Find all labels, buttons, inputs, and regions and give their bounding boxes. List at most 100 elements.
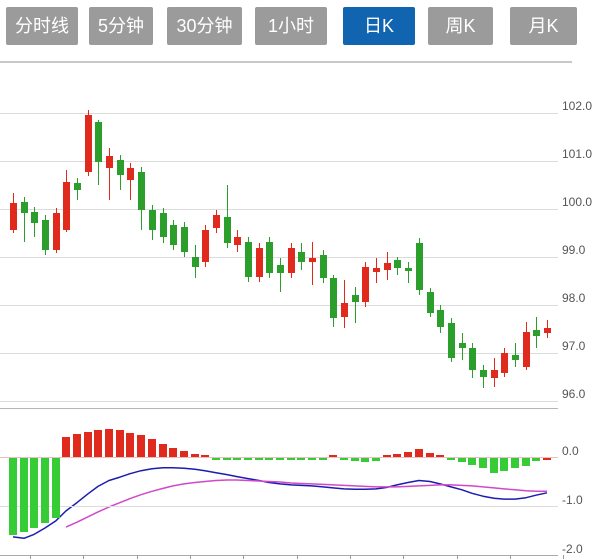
macd-histogram-bar [319,458,327,460]
candle [149,209,156,231]
price-gridline-99.0 [0,257,558,258]
macd-histogram-bar [415,449,423,457]
macd-histogram-bar [287,458,295,460]
x-axis-tick [297,555,298,559]
candle [181,226,188,253]
macd-histogram-bar [393,454,401,457]
tab-3[interactable]: 1小时 [255,7,327,45]
macd-zero-line [0,457,558,458]
candle [523,331,530,367]
macd-histogram-bar [329,455,337,457]
tab-daily-k-active[interactable]: 日K [343,7,415,45]
macd-histogram-bar [223,458,231,460]
candle [448,322,455,358]
tab-2[interactable]: 30分钟 [167,7,242,45]
macd-histogram-bar [244,458,252,460]
candle [330,278,337,318]
macd-histogram-bar [52,458,60,518]
tab-1[interactable]: 5分钟 [89,7,153,45]
macd-histogram-bar [479,458,487,469]
macd-histogram-bar [191,453,199,457]
macd-histogram-bar [532,458,540,462]
macd-histogram-bar [458,458,466,463]
price-gridline-98.0 [0,305,558,306]
macd-histogram-bar [9,458,17,535]
candle [394,259,401,269]
x-axis-tick [30,555,31,559]
macd-histogram-bar [180,451,188,457]
price-axis-label: 101.0 [562,147,593,161]
macd-histogram-bar [447,458,455,461]
x-axis-tick [350,555,351,559]
macd-histogram-bar [94,430,102,457]
macd-histogram-bar [276,458,284,460]
candle [85,114,92,173]
price-gridline-100.0 [0,209,558,210]
candle [416,243,423,291]
candle [106,156,113,169]
candle [459,342,466,349]
panel-separator [0,408,558,409]
macd-histogram-bar [383,455,391,457]
candle [202,230,209,262]
candle [266,242,273,273]
tab-6[interactable]: 月K [510,7,577,45]
price-axis-label: 98.0 [562,291,586,305]
candle [544,328,551,333]
x-axis-tick [83,555,84,559]
macd-axis-label: -2.0 [562,542,583,556]
price-axis-label: 102.0 [562,99,593,113]
macd-axis-label: -1.0 [562,493,583,507]
macd-histogram-bar [426,452,434,457]
candle-wick [408,261,409,283]
candle [127,168,134,181]
macd-histogram-bar [265,458,273,460]
candle [160,212,167,237]
x-axis-tick [137,555,138,559]
tab-5[interactable]: 周K [428,7,493,45]
macd-histogram-bar [30,458,38,529]
candle [170,224,177,245]
macd-histogram-bar [159,443,167,457]
candle [405,268,412,271]
candle-wick [24,197,25,243]
candle [427,292,434,314]
candle [256,247,263,278]
macd-histogram-bar [500,458,508,472]
candle [21,201,28,213]
macd-histogram-bar [372,458,380,462]
macd-histogram-bar [148,439,156,457]
candle-wick [355,286,356,323]
macd-histogram-bar [116,430,124,457]
candle [117,160,124,175]
candle [288,247,295,273]
x-axis-tick [510,555,511,559]
candle [362,267,369,303]
macd-histogram-bar [233,458,241,460]
candle [192,257,199,268]
x-axis-tick [190,555,191,559]
macd-histogram-bar [255,458,263,460]
candle [373,268,380,272]
macd-histogram-bar [201,455,209,457]
candle [10,202,17,231]
x-axis-tick [403,555,404,559]
x-axis-tick [243,555,244,559]
candle [352,294,359,303]
macd-histogram-bar [62,437,70,457]
chart-top-border [0,61,572,63]
macd-histogram-bar [84,432,92,457]
macd-gridline-minus1 [0,506,558,507]
macd-histogram-bar [351,458,359,462]
macd-histogram-bar [436,455,444,457]
candle [512,354,519,361]
price-gridline-97.0 [0,353,558,354]
price-axis-label: 99.0 [562,243,586,257]
timeframe-tabbar: 分时线 5分钟 30分钟 1小时 日K 周K 月K [0,0,604,52]
macd-histogram-bar [212,458,220,460]
price-gridline-102.0 [0,113,558,114]
macd-histogram-bar [543,458,551,460]
candle-wick [312,242,313,285]
candle [533,329,540,337]
tab-0[interactable]: 分时线 [6,7,78,45]
